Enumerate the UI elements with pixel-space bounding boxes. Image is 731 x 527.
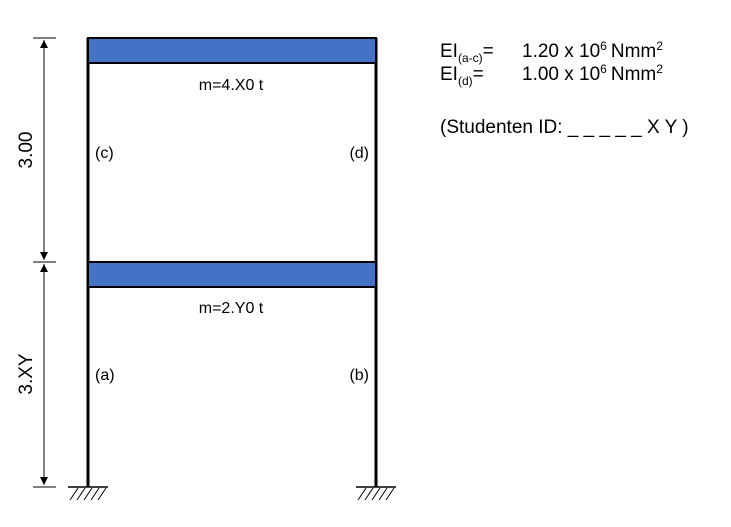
column-label-a: (a) (95, 367, 115, 384)
property-value: 1.20 x 10 (522, 41, 600, 62)
property-equals: = (483, 41, 494, 62)
property-unit-exponent: 2 (656, 62, 663, 76)
dimension-label-lower: 3.XY (16, 353, 37, 395)
property-symbol: EI (440, 64, 458, 85)
column-label-b: (b) (349, 367, 369, 384)
support-left (68, 486, 108, 501)
beam-lower (87, 261, 377, 288)
property-unit: Nmm (611, 41, 656, 62)
property-unit: Nmm (611, 64, 656, 85)
property-symbol: EI (440, 41, 458, 62)
student-id-label: (Studenten ID: _ _ _ _ _ X Y ) (440, 117, 689, 138)
property-exponent: 6 (600, 62, 607, 76)
svg-text:EI(a-c)=: EI(a-c)= (440, 41, 494, 65)
property-subscript: (a-c) (458, 51, 483, 65)
property-exponent: 6 (600, 39, 607, 53)
property-ei-ac: EI(a-c)= 1.20 x 106 Nmm2 (440, 39, 663, 65)
dimension-lower (33, 264, 56, 488)
property-unit-exponent: 2 (656, 39, 663, 53)
column-label-c: (c) (95, 145, 114, 162)
svg-text:EI(d)=: EI(d)= (440, 64, 484, 88)
property-ei-d: EI(d)= 1.00 x 106 Nmm2 (440, 62, 663, 88)
dimension-upper (33, 37, 56, 263)
support-right (356, 486, 396, 501)
mass-label-upper: m=4.X0 t (199, 77, 264, 94)
property-equals: = (473, 64, 484, 85)
column-label-d: (d) (349, 145, 369, 162)
property-value: 1.00 x 10 (522, 64, 600, 85)
dimension-label-upper: 3.00 (16, 132, 37, 169)
mass-label-lower: m=2.Y0 t (199, 300, 264, 317)
property-subscript: (d) (458, 74, 473, 88)
beam-upper (87, 37, 377, 64)
